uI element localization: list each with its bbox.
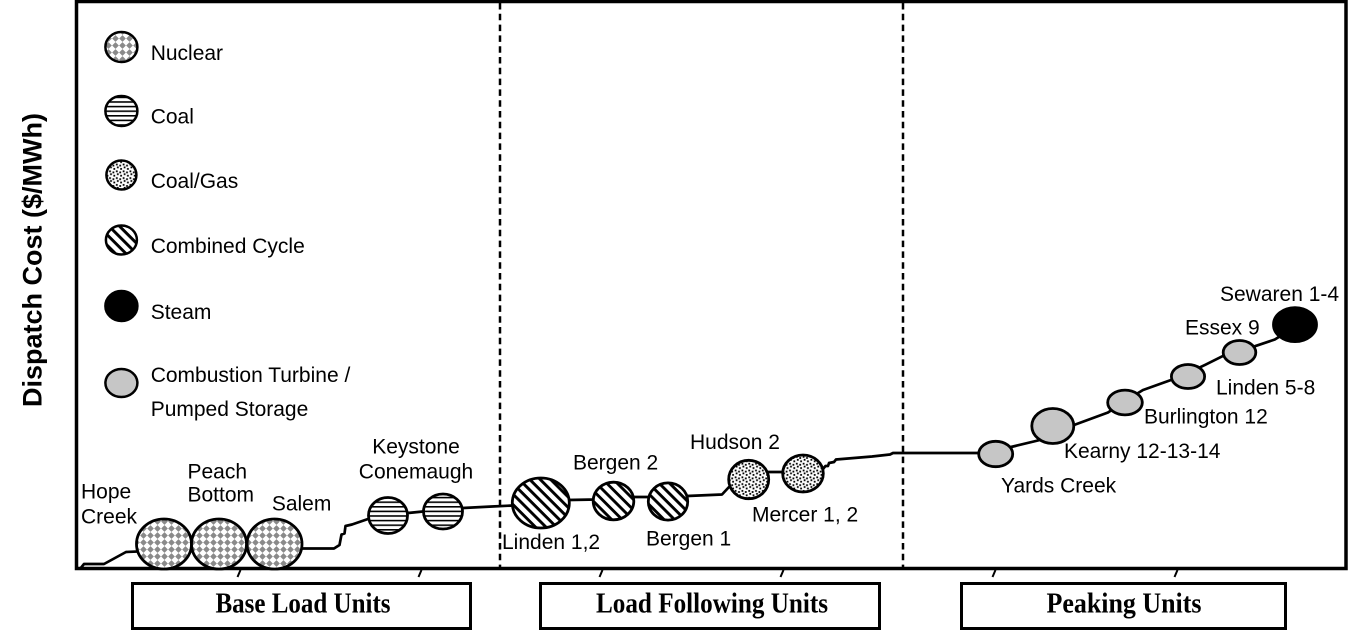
svg-text:Coal: Coal bbox=[151, 106, 194, 129]
svg-text:Bottom: Bottom bbox=[188, 484, 255, 507]
svg-text:Combustion Turbine /: Combustion Turbine / bbox=[151, 364, 351, 387]
svg-text:Bergen 2: Bergen 2 bbox=[573, 451, 658, 474]
svg-text:Keystone: Keystone bbox=[372, 436, 460, 459]
svg-text:Burlington 12: Burlington 12 bbox=[1144, 405, 1268, 428]
svg-text:Yards Creek: Yards Creek bbox=[1001, 474, 1117, 497]
svg-text:Combined Cycle: Combined Cycle bbox=[151, 235, 305, 258]
svg-text:Sewaren 1-4: Sewaren 1-4 bbox=[1220, 283, 1339, 306]
svg-text:Peach: Peach bbox=[188, 461, 248, 484]
svg-text:Creek: Creek bbox=[81, 506, 138, 529]
svg-text:Nuclear: Nuclear bbox=[151, 42, 223, 65]
svg-text:Hope: Hope bbox=[81, 481, 131, 504]
svg-text:Bergen 1: Bergen 1 bbox=[646, 527, 731, 550]
svg-text:Salem: Salem bbox=[272, 493, 332, 516]
svg-text:Peaking Units: Peaking Units bbox=[1047, 589, 1202, 620]
svg-text:Steam: Steam bbox=[151, 301, 212, 324]
svg-text:Hudson 2: Hudson 2 bbox=[690, 431, 780, 454]
svg-text:Linden 1,2: Linden 1,2 bbox=[502, 531, 600, 554]
svg-text:Pumped Storage: Pumped Storage bbox=[151, 398, 309, 421]
svg-text:Kearny 12-13-14: Kearny 12-13-14 bbox=[1064, 440, 1221, 463]
svg-text:Conemaugh: Conemaugh bbox=[359, 461, 473, 484]
svg-text:Base Load Units: Base Load Units bbox=[216, 589, 391, 620]
svg-text:Dispatch Cost ($/MWh): Dispatch Cost ($/MWh) bbox=[18, 113, 48, 407]
svg-text:Mercer 1, 2: Mercer 1, 2 bbox=[752, 504, 858, 527]
svg-text:Coal/Gas: Coal/Gas bbox=[151, 170, 239, 193]
svg-text:Linden 5-8: Linden 5-8 bbox=[1216, 376, 1315, 399]
svg-text:Load Following Units: Load Following Units bbox=[596, 589, 828, 620]
svg-text:Essex 9: Essex 9 bbox=[1185, 316, 1260, 339]
